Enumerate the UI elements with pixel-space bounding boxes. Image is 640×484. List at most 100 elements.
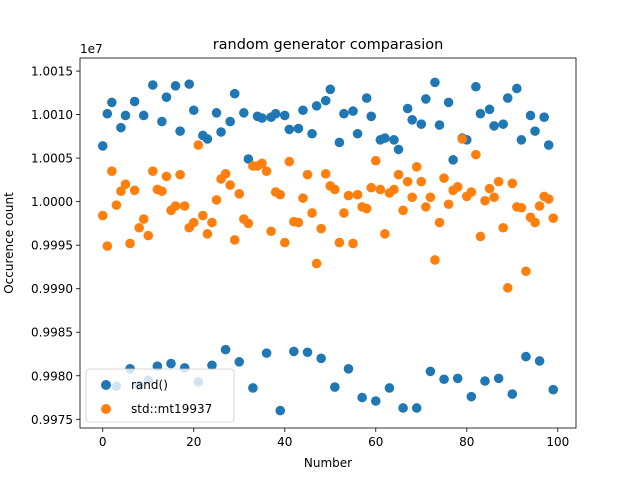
data-point [343, 364, 354, 374]
data-point [320, 168, 331, 179]
data-point [416, 119, 427, 129]
data-point [97, 210, 108, 221]
data-point [284, 156, 295, 167]
data-point [502, 283, 513, 293]
data-point [402, 103, 413, 114]
data-point [279, 110, 290, 121]
data-point [325, 84, 336, 95]
data-point [257, 113, 267, 123]
data-point [434, 120, 445, 130]
chart-title: random generator comparasion [213, 37, 444, 53]
legend-box [85, 368, 235, 423]
data-point [298, 193, 308, 203]
data-point [357, 392, 367, 403]
x-tick-label: 60 [368, 435, 383, 449]
data-point [339, 208, 349, 218]
data-point [366, 111, 377, 122]
data-point [430, 77, 440, 88]
data-point [138, 214, 149, 224]
data-point [543, 140, 554, 150]
data-point [484, 183, 495, 194]
y-axis-label: Occurence count [2, 192, 16, 294]
data-point [316, 223, 326, 234]
data-point [225, 116, 235, 127]
data-point [120, 110, 131, 121]
data-point [188, 105, 199, 116]
data-point [330, 382, 340, 392]
data-point [179, 201, 190, 211]
data-point [207, 360, 217, 371]
data-point [389, 135, 399, 145]
data-point [498, 222, 508, 233]
legend-marker-rand [101, 380, 111, 390]
data-point [393, 144, 404, 155]
data-point [193, 140, 204, 150]
data-point [425, 366, 436, 377]
data-point [471, 149, 481, 160]
data-point [548, 213, 559, 223]
data-point [102, 108, 113, 119]
data-point [116, 122, 126, 133]
data-point [157, 116, 167, 127]
y-tick-label: 0.9990 [31, 282, 73, 296]
data-point [530, 126, 540, 136]
data-point [107, 97, 117, 108]
data-point [157, 186, 167, 196]
data-point [498, 119, 508, 129]
data-point [343, 190, 354, 201]
data-point [384, 383, 395, 393]
x-tick-label: 40 [277, 435, 292, 449]
data-point [548, 384, 559, 395]
legend-marker-mt19937 [101, 404, 111, 414]
data-point [261, 166, 272, 176]
data-point [411, 403, 422, 413]
y-axis-offset-label: 1e7 [80, 42, 103, 56]
data-point [307, 128, 317, 139]
data-point [339, 108, 349, 119]
data-point [507, 178, 518, 189]
series-0 [97, 77, 559, 416]
data-point [239, 108, 249, 118]
data-point [211, 108, 222, 118]
data-point [516, 202, 527, 213]
data-point [125, 238, 135, 249]
data-point [421, 202, 431, 212]
data-point [543, 194, 554, 204]
data-point [284, 124, 295, 135]
y-tick-label: 0.9985 [31, 326, 73, 340]
data-point [298, 105, 308, 116]
data-point [380, 133, 390, 143]
data-point [148, 80, 158, 90]
x-tick-label: 0 [99, 435, 107, 449]
data-point [480, 195, 490, 206]
data-point [266, 226, 276, 237]
data-point [316, 353, 326, 364]
series-1 [97, 134, 559, 293]
data-point [421, 94, 431, 104]
data-point [452, 373, 463, 384]
data-point [375, 184, 386, 195]
data-point [320, 95, 331, 106]
data-point [202, 134, 213, 144]
data-point [188, 217, 199, 228]
data-point [366, 182, 377, 193]
data-point [466, 391, 477, 402]
legend-label-rand: rand() [131, 378, 168, 392]
data-point [457, 134, 468, 144]
data-point [507, 389, 518, 399]
data-point [234, 357, 245, 367]
y-tick-label: 1.0005 [31, 152, 73, 166]
data-point [416, 176, 427, 187]
data-point [275, 189, 286, 200]
data-point [493, 176, 504, 187]
y-tick-label: 0.9995 [31, 239, 73, 253]
data-point [430, 255, 440, 265]
plot-area-frame [79, 57, 577, 429]
legend-label-mt19937: std::mt19937 [131, 402, 212, 416]
data-point [302, 347, 313, 358]
data-point [489, 192, 499, 203]
data-point [216, 127, 226, 137]
data-point [279, 237, 290, 248]
data-point [229, 235, 240, 245]
